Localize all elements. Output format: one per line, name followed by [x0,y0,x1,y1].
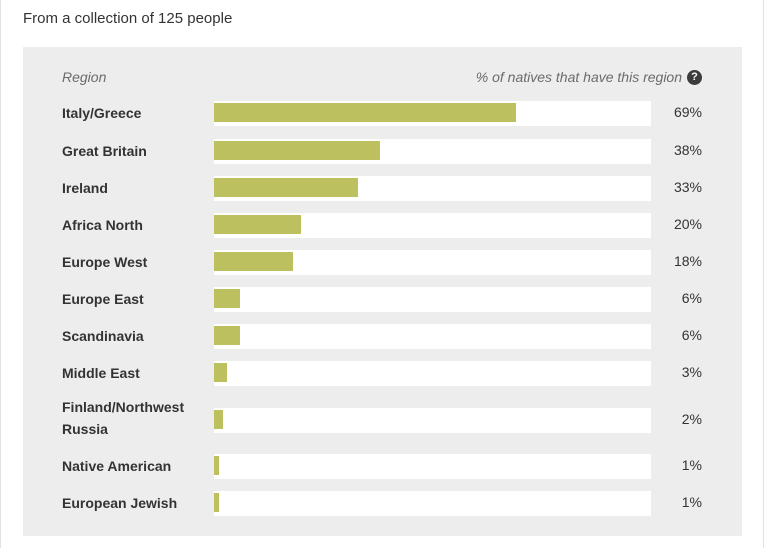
bar-track [214,101,651,126]
region-percent-value: 20% [673,216,702,232]
region-bar [214,326,241,345]
bar-track [214,491,651,516]
bar-track [214,213,651,238]
region-bar [214,456,219,475]
bar-track [214,287,651,312]
bar-track [214,408,651,433]
region-percent-value: 2% [681,411,702,427]
bar-track [214,324,651,349]
region-label: Great Britain [62,143,147,159]
region-label: Middle East [62,365,140,381]
region-bar [214,289,241,308]
region-label: Africa North [62,217,143,233]
region-label: Native American [62,458,172,474]
region-label: European Jewish [62,495,178,511]
collection-caption: From a collection of 125 people [23,10,233,27]
region-percent-value: 1% [681,457,702,473]
region-label: Europe West [62,254,148,270]
region-bar [214,141,381,160]
region-bar [214,410,223,429]
region-bar [214,252,293,271]
region-percent-value: 33% [673,179,702,195]
region-column-header: Region [62,69,107,85]
region-bar [214,215,302,234]
region-bar [214,103,516,122]
region-label: Finland/Northwest Russia [62,399,185,437]
region-percent-value: 6% [681,290,702,306]
region-percent-value: 18% [673,253,702,269]
question-circle-icon[interactable]: ? [687,69,702,85]
region-label: Ireland [62,180,108,196]
region-bar [214,363,228,382]
region-percent-value: 38% [673,142,702,158]
region-percent-value: 6% [681,327,702,343]
percent-column-header: % of natives that have this region ? [476,69,702,85]
region-percent-value: 1% [681,494,702,510]
region-percent-value: 69% [673,104,702,120]
region-label: Europe East [62,291,144,307]
bar-track [214,454,651,479]
region-label: Italy/Greece [62,105,142,121]
bar-track [214,250,651,275]
bar-track [214,361,651,386]
bar-track [214,139,651,164]
region-label: Scandinavia [62,328,144,344]
percent-column-header-label: % of natives that have this region [475,69,682,85]
region-bar [214,493,219,512]
region-percent-value: 3% [681,364,702,380]
region-bar [214,178,359,197]
bar-track [214,176,651,201]
region-chart-panel: Region % of natives that have this regio… [23,47,742,536]
